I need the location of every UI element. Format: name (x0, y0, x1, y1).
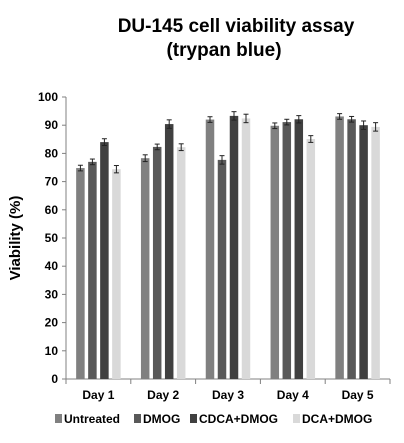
bar (217, 159, 227, 379)
bar (347, 119, 356, 379)
legend-label: CDCA+DMOG (199, 412, 278, 426)
y-tick-label: 30 (45, 287, 59, 301)
y-tick-label: 0 (51, 372, 58, 386)
y-tick-label: 100 (38, 90, 58, 104)
legend-swatch (134, 414, 141, 423)
x-tick-label: Day 1 (82, 388, 114, 402)
legend-label: DCA+DMOG (302, 412, 372, 426)
plot-area: 0 10 20 30 40 50 60 70 80 90 100 Day 1 Day 2 Day 3 Day… (38, 90, 391, 402)
y-tick-label: 10 (45, 344, 59, 358)
bar (164, 124, 174, 380)
y-tick-label: 20 (45, 316, 59, 330)
bar (176, 147, 186, 379)
legend-label: DMOG (143, 412, 180, 426)
y-axis-label: Viability (%) (7, 196, 24, 281)
chart-title-line-1: DU-145 cell viability assay (118, 16, 355, 37)
y-tick-label: 70 (45, 175, 59, 189)
x-tick-label: Day 5 (342, 388, 374, 402)
y-tick-label: 50 (45, 231, 59, 245)
bar (88, 161, 97, 379)
bar (335, 116, 344, 379)
bar (282, 122, 292, 380)
legend-swatch (55, 414, 62, 423)
legend: Untreated DMOG CDCA+DMOG DCA+DMOG (55, 412, 372, 426)
bar (229, 115, 239, 380)
legend-swatch (190, 414, 197, 423)
bar (294, 119, 304, 379)
bar (100, 142, 109, 379)
x-tick-label: Day 2 (147, 388, 179, 402)
legend-label: Untreated (64, 412, 120, 426)
y-tick-label: 80 (45, 146, 59, 160)
bar (205, 119, 215, 379)
y-tick-label: 90 (45, 118, 59, 132)
legend-swatch (293, 414, 300, 423)
bar (140, 158, 150, 379)
bar (359, 125, 368, 379)
y-tick-label: 40 (45, 259, 59, 273)
x-tick-label: Day 4 (277, 388, 309, 402)
bar (112, 169, 121, 379)
bar (241, 118, 251, 379)
bar (306, 139, 316, 379)
chart-title-line-2: (trypan blue) (166, 40, 281, 61)
bar (270, 125, 280, 379)
y-tick-label: 60 (45, 203, 59, 217)
bar (152, 146, 162, 379)
x-tick-label: Day 3 (212, 388, 244, 402)
bar (371, 126, 380, 379)
bar (76, 168, 85, 379)
